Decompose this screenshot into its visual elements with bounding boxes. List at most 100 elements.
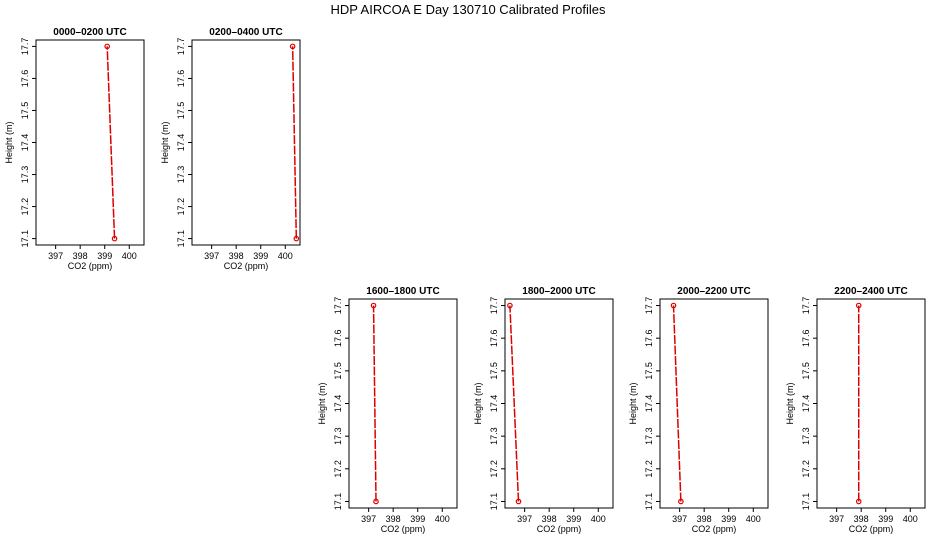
y-tick-label: 17.7 bbox=[176, 38, 186, 56]
y-tick-label: 17.3 bbox=[644, 427, 654, 445]
profile-point bbox=[104, 43, 110, 50]
x-tick-label: 398 bbox=[854, 514, 869, 524]
y-tick-label: 17.7 bbox=[333, 297, 343, 315]
y-tick-label: 17.3 bbox=[20, 166, 30, 184]
x-tick-label: 398 bbox=[697, 514, 712, 524]
y-tick-label: 17.5 bbox=[644, 362, 654, 380]
x-axis-label: CO2 (ppm) bbox=[224, 261, 269, 271]
x-axis-label: CO2 (ppm) bbox=[849, 524, 894, 534]
y-tick-label: 17.2 bbox=[801, 460, 811, 478]
profile-line bbox=[291, 46, 298, 239]
x-axis-label: CO2 (ppm) bbox=[68, 261, 113, 271]
profile-point bbox=[515, 498, 522, 505]
y-axis-label: Height (m) bbox=[317, 382, 327, 424]
y-axis-label: Height (m) bbox=[785, 382, 795, 424]
y-tick-label: 17.1 bbox=[489, 493, 499, 511]
x-tick-label: 400 bbox=[591, 514, 606, 524]
profile-point bbox=[373, 498, 379, 505]
y-axis-label: Height (m) bbox=[473, 382, 483, 424]
profile-point bbox=[370, 302, 377, 309]
y-tick-label: 17.1 bbox=[644, 493, 654, 511]
plot-frame bbox=[816, 298, 926, 509]
plot-frame bbox=[504, 298, 614, 509]
x-tick-label: 397 bbox=[361, 514, 376, 524]
profile-panel: 0200–0400 UTC 397 398 399 400 CO2 (ppm) 17.1 17… bbox=[160, 27, 301, 271]
profile-point bbox=[507, 302, 513, 309]
x-tick-label: 397 bbox=[829, 514, 844, 524]
y-tick-label: 17.2 bbox=[489, 460, 499, 478]
x-tick-label: 397 bbox=[204, 251, 219, 261]
y-tick-label: 17.4 bbox=[333, 395, 343, 413]
profile-panel: 1600–1800 UTC 397 398 399 400 CO2 (ppm) 17.1 17… bbox=[317, 286, 458, 534]
y-tick-label: 17.7 bbox=[489, 297, 499, 315]
y-tick-label: 17.7 bbox=[801, 297, 811, 315]
y-tick-label: 17.3 bbox=[489, 427, 499, 445]
y-tick-label: 17.4 bbox=[20, 134, 30, 152]
panel-title: 0000–0200 UTC bbox=[53, 27, 126, 38]
y-tick-label: 17.5 bbox=[333, 362, 343, 380]
y-tick-label: 17.6 bbox=[333, 329, 343, 347]
panel-title: 2000–2200 UTC bbox=[677, 286, 750, 297]
y-tick-label: 17.4 bbox=[489, 395, 499, 413]
profile-panel: 0000–0200 UTC 397 398 399 400 CO2 (ppm) 17.1 17… bbox=[4, 27, 145, 271]
y-tick-label: 17.4 bbox=[176, 134, 186, 152]
x-axis-label: CO2 (ppm) bbox=[537, 524, 582, 534]
y-tick-label: 17.5 bbox=[20, 102, 30, 120]
x-axis-label: CO2 (ppm) bbox=[692, 524, 737, 534]
y-tick-label: 17.6 bbox=[176, 70, 186, 88]
y-tick-label: 17.4 bbox=[801, 395, 811, 413]
profile-panel: 2000–2200 UTC 397 398 399 400 CO2 (ppm) 17.1 17… bbox=[628, 286, 769, 534]
x-tick-label: 400 bbox=[746, 514, 761, 524]
y-tick-label: 17.5 bbox=[489, 362, 499, 380]
y-tick-label: 17.7 bbox=[644, 297, 654, 315]
profile-point bbox=[670, 302, 677, 309]
panel-title: 1600–1800 UTC bbox=[366, 286, 439, 297]
x-tick-label: 399 bbox=[721, 514, 736, 524]
profile-panel: 1800–2000 UTC 397 398 399 400 CO2 (ppm) 17.1 17… bbox=[473, 286, 614, 534]
x-tick-label: 397 bbox=[517, 514, 532, 524]
y-tick-label: 17.6 bbox=[489, 329, 499, 347]
y-tick-label: 17.1 bbox=[333, 493, 343, 511]
y-tick-label: 17.2 bbox=[644, 460, 654, 478]
y-tick-label: 17.3 bbox=[801, 427, 811, 445]
profile-panel: 2200–2400 UTC 397 398 399 400 CO2 (ppm) 17.1 17… bbox=[785, 286, 926, 534]
x-tick-label: 397 bbox=[672, 514, 687, 524]
page-title: HDP AIRCOA E Day 130710 Calibrated Profi… bbox=[330, 2, 606, 17]
y-axis-label: Height (m) bbox=[4, 121, 14, 163]
profile-line bbox=[106, 46, 116, 239]
plot-frame bbox=[35, 39, 145, 246]
y-tick-label: 17.6 bbox=[20, 70, 30, 88]
y-tick-label: 17.3 bbox=[333, 427, 343, 445]
y-tick-label: 17.6 bbox=[801, 329, 811, 347]
x-tick-label: 397 bbox=[48, 251, 63, 261]
y-tick-label: 17.2 bbox=[333, 460, 343, 478]
y-tick-label: 17.5 bbox=[801, 362, 811, 380]
profile-line bbox=[372, 305, 377, 502]
y-tick-label: 17.3 bbox=[176, 166, 186, 184]
y-tick-label: 17.5 bbox=[176, 102, 186, 120]
x-tick-label: 399 bbox=[566, 514, 581, 524]
plot-frame bbox=[659, 298, 769, 509]
x-tick-label: 398 bbox=[229, 251, 244, 261]
x-tick-label: 399 bbox=[878, 514, 893, 524]
panel-title: 0200–0400 UTC bbox=[209, 27, 282, 38]
x-tick-label: 398 bbox=[73, 251, 88, 261]
x-tick-label: 400 bbox=[278, 251, 293, 261]
x-tick-label: 399 bbox=[410, 514, 425, 524]
y-axis-label: Height (m) bbox=[160, 121, 170, 163]
plot-frame bbox=[191, 39, 301, 246]
y-tick-label: 17.7 bbox=[20, 38, 30, 56]
x-tick-label: 398 bbox=[542, 514, 557, 524]
y-tick-label: 17.2 bbox=[176, 198, 186, 216]
panel-title: 2200–2400 UTC bbox=[834, 286, 907, 297]
y-axis-label: Height (m) bbox=[628, 382, 638, 424]
y-tick-label: 17.4 bbox=[644, 395, 654, 413]
x-tick-label: 399 bbox=[253, 251, 268, 261]
profile-point bbox=[293, 235, 300, 242]
x-tick-label: 400 bbox=[122, 251, 137, 261]
y-tick-label: 17.1 bbox=[801, 493, 811, 511]
profile-line bbox=[672, 305, 682, 502]
profile-point bbox=[678, 498, 684, 505]
y-tick-label: 17.1 bbox=[176, 230, 186, 248]
x-tick-label: 399 bbox=[97, 251, 112, 261]
